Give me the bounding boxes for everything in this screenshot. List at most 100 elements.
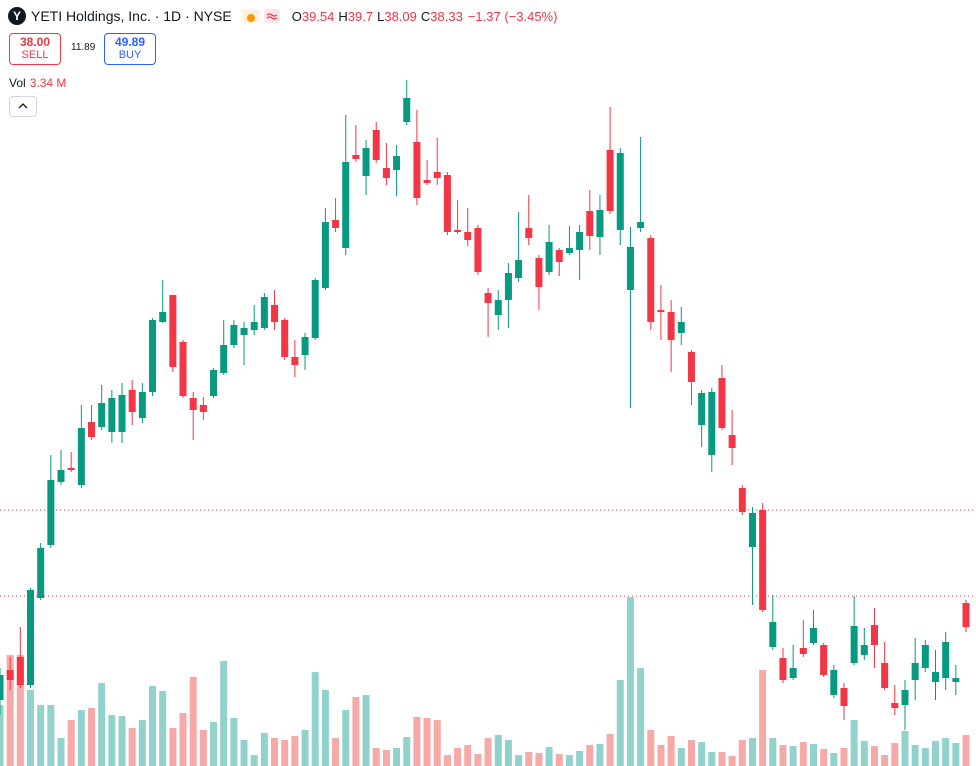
volume-bar	[88, 708, 96, 766]
volume-bar	[881, 755, 889, 766]
delay-icon	[263, 9, 280, 23]
volume-bar	[911, 745, 919, 766]
candle-body	[291, 357, 299, 365]
candle-body	[6, 670, 14, 680]
volume-bar	[433, 720, 441, 766]
buy-button[interactable]: 49.89 BUY	[104, 33, 156, 65]
status-icons	[241, 9, 280, 23]
candle-body	[596, 210, 604, 237]
volume-bar	[291, 736, 299, 766]
candle-body	[57, 470, 65, 482]
candle-body	[189, 398, 197, 410]
volume-bar	[850, 720, 858, 766]
candle-body	[179, 342, 187, 396]
chevron	[18, 103, 28, 109]
volume-bar	[942, 737, 950, 766]
candle-body	[311, 280, 319, 338]
volume-bar	[393, 747, 401, 766]
volume-bar	[240, 740, 248, 766]
volume-bar	[16, 655, 24, 766]
candle-body	[464, 232, 472, 240]
candle-body	[759, 510, 767, 610]
volume-bar	[321, 689, 329, 766]
volume-bar	[820, 749, 828, 766]
volume-bar	[555, 754, 563, 766]
candle-body	[687, 352, 695, 382]
volume-bar	[199, 729, 207, 766]
candle-body	[240, 328, 248, 335]
sell-label: SELL	[21, 49, 49, 61]
candle-body	[606, 150, 614, 211]
candle-body	[301, 337, 309, 355]
candle-body	[220, 345, 228, 373]
volume-bar	[494, 735, 502, 766]
candle-body	[16, 657, 24, 685]
candle-body	[260, 297, 268, 328]
symbol-title[interactable]: YETI Holdings, Inc. · 1D · NYSE	[31, 8, 232, 24]
header: Y YETI Holdings, Inc. · 1D · NYSE O 39.54…	[8, 7, 557, 25]
volume-bar	[769, 737, 777, 766]
volume-bar	[921, 747, 929, 766]
volume-bar	[860, 741, 868, 766]
volume-bar	[464, 745, 472, 766]
volume-bar	[250, 755, 258, 766]
volume-bar	[189, 677, 197, 766]
volume-bar	[230, 718, 238, 766]
sell-button[interactable]: 38.00 SELL	[9, 33, 61, 65]
volume-bar	[952, 742, 960, 766]
candle-body	[443, 175, 451, 232]
volume-bar	[138, 720, 146, 766]
volume-bar	[382, 750, 390, 766]
volume-bar	[6, 655, 14, 766]
candle-body	[545, 242, 553, 272]
volume-bar	[372, 747, 380, 766]
volume-bar	[626, 597, 634, 766]
volume-bar	[179, 713, 187, 766]
candle-body	[393, 156, 401, 170]
candle-body	[230, 325, 238, 345]
volume-bar	[77, 710, 85, 766]
candle-body	[962, 603, 970, 628]
candle-body	[108, 398, 116, 432]
volume-bar	[220, 661, 228, 766]
volume-bar	[677, 747, 685, 766]
volume-bar	[525, 751, 533, 766]
candle-body	[576, 232, 584, 250]
volume-bar	[647, 729, 655, 766]
candle-body	[799, 648, 807, 654]
candle-body	[454, 230, 462, 232]
volume-bar	[962, 735, 970, 766]
volume-bar	[128, 728, 136, 766]
candle-body	[769, 622, 777, 647]
volume-bar	[565, 755, 573, 766]
volume-bar	[413, 717, 421, 766]
candle-body	[433, 172, 441, 178]
volume-bar	[210, 722, 218, 766]
candle-body	[830, 670, 838, 695]
volume-bar	[901, 731, 909, 766]
candle-body	[88, 422, 96, 437]
volume-bar	[403, 737, 411, 766]
volume-bar	[931, 741, 939, 766]
candle-body	[504, 273, 512, 300]
volume-bar	[789, 746, 797, 766]
volume-bar	[67, 720, 75, 766]
candle-body	[555, 250, 563, 262]
spread: 11.89	[71, 42, 96, 53]
volume-bar	[637, 668, 645, 766]
h-value: 39.7	[347, 8, 374, 24]
o-label: O	[291, 8, 302, 24]
volume-bar	[809, 744, 817, 766]
candle-body	[779, 658, 787, 680]
candle-body	[494, 300, 502, 315]
collapse-button[interactable]	[9, 96, 37, 117]
candle-body	[860, 645, 868, 655]
candle-body	[372, 130, 380, 160]
candle-body	[47, 480, 55, 545]
volume-bar	[728, 755, 736, 766]
candle-body	[942, 642, 950, 678]
candle-body	[840, 688, 848, 706]
candle-body	[352, 155, 360, 159]
